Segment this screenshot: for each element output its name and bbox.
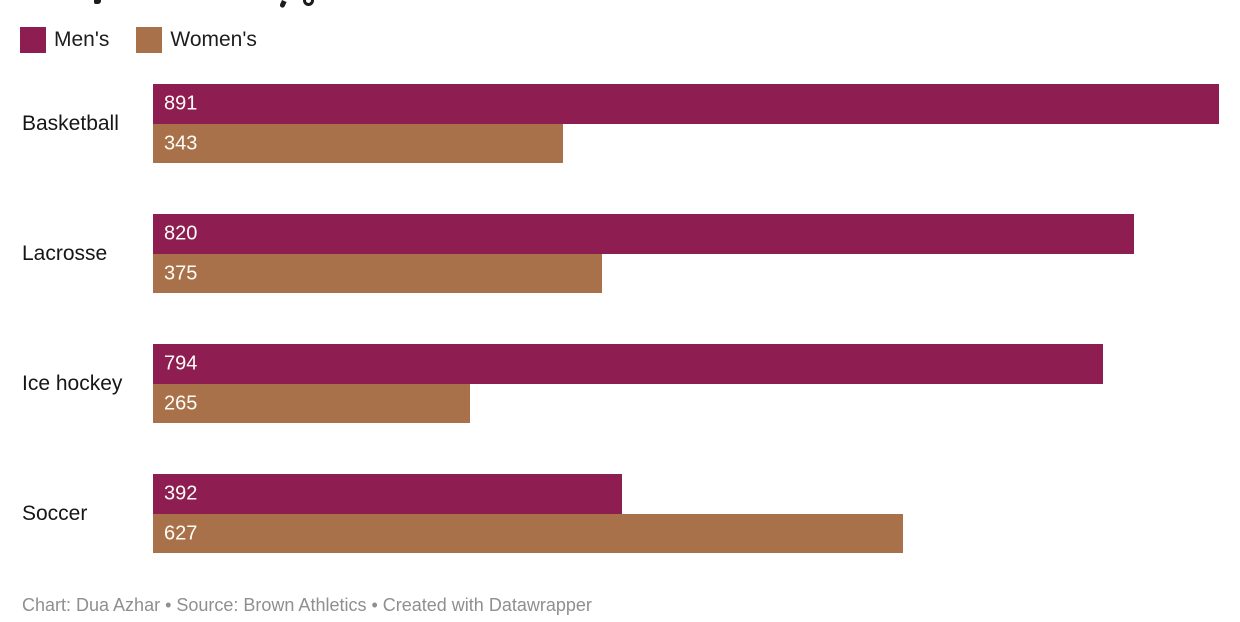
bar-value-label: 820 <box>164 222 198 245</box>
plot-area: Basketball 891 343 Lacrosse 820 375 <box>0 84 1240 604</box>
category-row-basketball: Basketball 891 343 <box>0 84 1240 163</box>
bar-mens: 891 <box>153 84 1219 124</box>
category-label: Basketball <box>22 111 119 135</box>
legend-label-womens: Women's <box>170 28 257 51</box>
category-row-lacrosse: Lacrosse 820 375 <box>0 214 1240 293</box>
legend-swatch-mens <box>20 27 46 53</box>
legend-swatch-womens <box>136 27 163 53</box>
bar-value-label: 265 <box>164 392 198 414</box>
bar-value-label: 794 <box>164 352 198 375</box>
bar-group: 891 343 <box>153 84 1219 163</box>
bar-group: 392 627 <box>153 474 1219 553</box>
category-label: Soccer <box>22 501 88 525</box>
bar-value-label: 392 <box>164 482 198 505</box>
clipped-title-fragment <box>279 0 287 9</box>
bar-value-label: 627 <box>164 522 198 544</box>
bar-womens: 343 <box>153 124 564 163</box>
category-label: Lacrosse <box>22 241 108 265</box>
category-label: Ice hockey <box>22 371 123 395</box>
bar-value-label: 375 <box>164 262 198 284</box>
clipped-title-fragment <box>94 0 101 4</box>
bar-womens: 265 <box>153 384 471 423</box>
category-row-soccer: Soccer 392 627 <box>0 474 1240 553</box>
bar-mens: 794 <box>153 344 1103 384</box>
bar-womens: 375 <box>153 254 602 293</box>
bar-group: 794 265 <box>153 344 1219 423</box>
bar-mens: 392 <box>153 474 622 514</box>
legend: Men's Women's <box>20 27 257 53</box>
legend-item-mens: Men's <box>20 27 109 53</box>
bar-value-label: 891 <box>164 92 198 115</box>
legend-label-mens: Men's <box>54 28 110 51</box>
bar-value-label: 343 <box>164 132 198 154</box>
clipped-title-fragment <box>303 0 314 6</box>
bar-group: 820 375 <box>153 214 1219 293</box>
attribution-line: Chart: Dua Azhar • Source: Brown Athleti… <box>22 595 592 615</box>
clipped-title <box>0 0 1240 9</box>
bar-mens: 820 <box>153 214 1135 254</box>
legend-item-womens: Women's <box>136 27 257 53</box>
category-row-ice-hockey: Ice hockey 794 265 <box>0 344 1240 423</box>
bar-womens: 627 <box>153 514 904 553</box>
